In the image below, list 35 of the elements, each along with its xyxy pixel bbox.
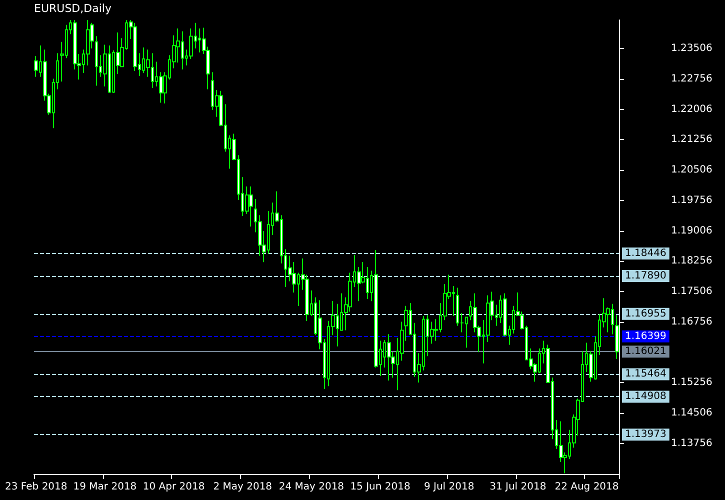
y-tick-label: 1.16756 [671,316,712,328]
chart-title: EURUSD,Daily [34,2,112,15]
y-tick-label: 1.23506 [671,43,712,54]
candlestick [387,334,391,381]
y-tick-label: 1.19006 [671,225,712,236]
x-tick-label: 22 Aug 2018 [554,482,619,492]
x-tick-label: 19 Mar 2018 [73,482,137,492]
candlestick [133,22,137,72]
y-tick-label: 1.17506 [671,286,712,298]
x-tick-label: 10 Apr 2018 [142,482,205,492]
ref-line-label: 1.17890 [625,270,666,282]
x-tick-label: 15 Jun 2018 [350,482,410,492]
y-tick-label: 1.22756 [671,73,712,84]
ref-line-label: 1.16021 [625,346,666,358]
y-tick-label: 1.19756 [671,194,712,206]
x-tick-label: 2 May 2018 [213,482,272,492]
x-tick-label: 9 Jul 2018 [424,482,474,492]
ref-line-label: 1.16399 [625,330,666,342]
candlestick [249,186,253,228]
ref-line-label: 1.18446 [625,248,666,259]
ref-line-label: 1.16955 [625,308,666,320]
y-tick-label: 1.21256 [671,134,712,146]
x-tick-label: 24 May 2018 [278,482,344,492]
y-tick-label: 1.20506 [671,164,712,176]
ref-line-label: 1.14908 [625,391,666,402]
y-tick-label: 1.15256 [671,377,712,388]
y-tick-label: 1.18256 [671,256,712,267]
candlestick [95,36,98,86]
y-tick-label: 1.13756 [671,438,712,449]
ref-line-label: 1.13973 [625,429,666,440]
x-tick-label: 23 Feb 2018 [5,482,68,492]
y-tick-label: 1.22006 [671,104,712,115]
y-tick-label: 1.14506 [671,408,712,419]
x-tick-label: 31 Jul 2018 [490,482,546,492]
ref-line-label: 1.15464 [625,368,666,380]
